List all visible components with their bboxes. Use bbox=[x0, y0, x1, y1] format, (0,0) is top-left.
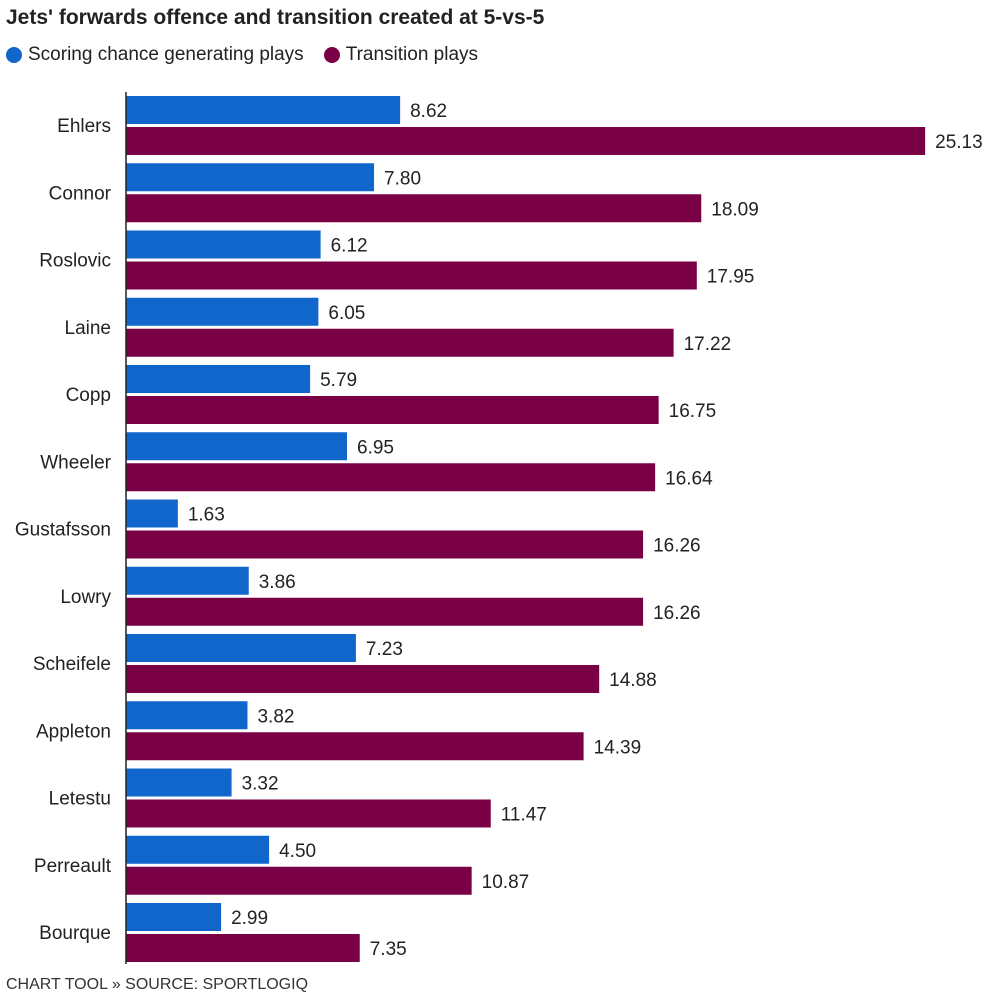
category-label: Scheifele bbox=[33, 654, 111, 675]
legend-item-scoring: Scoring chance generating plays bbox=[6, 44, 304, 66]
bar-transition bbox=[126, 866, 472, 895]
category-label: Perreault bbox=[34, 856, 112, 877]
legend-swatch-transition bbox=[323, 47, 340, 63]
category-label: Appleton bbox=[36, 721, 111, 742]
value-label-scoring: 6.05 bbox=[328, 303, 365, 324]
bar-scoring bbox=[126, 96, 401, 124]
value-label-transition: 14.39 bbox=[594, 737, 642, 758]
bar-transition bbox=[126, 934, 360, 962]
value-label-scoring: 6.12 bbox=[331, 236, 368, 257]
value-label-scoring: 1.63 bbox=[188, 505, 225, 526]
category-label: Copp bbox=[66, 385, 111, 406]
bar-scoring bbox=[126, 365, 311, 393]
value-label-transition: 10.87 bbox=[482, 872, 530, 893]
value-label-transition: 14.88 bbox=[609, 670, 657, 691]
category-label: Bourque bbox=[39, 923, 111, 944]
category-label: Gustafsson bbox=[15, 520, 111, 541]
value-label-scoring: 3.86 bbox=[259, 572, 296, 593]
bar-transition bbox=[126, 261, 697, 290]
bar-transition bbox=[126, 194, 702, 223]
bar-scoring bbox=[126, 835, 270, 864]
value-label-transition: 18.09 bbox=[711, 199, 759, 220]
bar-scoring bbox=[126, 768, 232, 797]
value-label-scoring: 7.23 bbox=[366, 639, 403, 660]
bar-transition bbox=[126, 799, 491, 828]
value-label-scoring: 7.80 bbox=[384, 168, 421, 189]
bar-scoring bbox=[126, 566, 249, 595]
value-label-scoring: 3.32 bbox=[242, 774, 279, 795]
category-label: Wheeler bbox=[40, 452, 111, 473]
value-label-scoring: 2.99 bbox=[231, 908, 268, 929]
bar-transition bbox=[126, 463, 656, 492]
bar-transition bbox=[126, 530, 644, 559]
value-label-transition: 7.35 bbox=[370, 939, 407, 960]
value-label-scoring: 5.79 bbox=[320, 370, 357, 391]
bar-transition bbox=[126, 328, 674, 357]
value-label-transition: 17.22 bbox=[684, 334, 732, 355]
chart-title: Jets' forwards offence and transition cr… bbox=[6, 6, 545, 29]
category-label: Lowry bbox=[60, 587, 111, 608]
category-label: Ehlers bbox=[57, 116, 111, 137]
chart-source: CHART TOOL » SOURCE: SPORTLOGIQ bbox=[6, 976, 309, 993]
value-label-scoring: 8.62 bbox=[410, 101, 447, 122]
bar-scoring bbox=[126, 432, 348, 461]
legend-swatch-scoring bbox=[6, 47, 22, 63]
bar-transition bbox=[126, 127, 926, 155]
chart-legend: Scoring chance generating plays Transiti… bbox=[6, 44, 498, 66]
category-label: Connor bbox=[49, 183, 112, 204]
value-label-transition: 16.64 bbox=[665, 468, 713, 489]
bar-scoring bbox=[126, 634, 356, 662]
bar-scoring bbox=[126, 499, 178, 528]
bar-transition bbox=[126, 396, 659, 424]
value-label-scoring: 6.95 bbox=[357, 437, 394, 458]
value-label-scoring: 3.82 bbox=[257, 706, 294, 727]
legend-item-transition: Transition plays bbox=[323, 44, 479, 66]
value-label-transition: 16.26 bbox=[653, 536, 701, 557]
bar-scoring bbox=[126, 163, 375, 192]
value-label-transition: 25.13 bbox=[935, 132, 983, 153]
bar-chart: Ehlers 8.62 25.13 Connor 7.80 18.09 Roslovic 6.… bbox=[15, 92, 983, 964]
value-label-transition: 11.47 bbox=[501, 805, 547, 826]
value-label-transition: 16.26 bbox=[653, 603, 701, 624]
legend-label-scoring: Scoring chance generating plays bbox=[28, 44, 304, 65]
bar-scoring bbox=[126, 297, 319, 326]
category-label: Letestu bbox=[49, 789, 111, 810]
category-label: Roslovic bbox=[39, 251, 111, 272]
bar-transition bbox=[126, 597, 644, 626]
bar-transition bbox=[126, 732, 584, 761]
legend-label-transition: Transition plays bbox=[345, 44, 479, 65]
value-label-scoring: 4.50 bbox=[279, 841, 316, 862]
value-label-transition: 17.95 bbox=[707, 267, 755, 288]
bar-scoring bbox=[126, 701, 248, 730]
category-label: Laine bbox=[65, 318, 112, 339]
bar-scoring bbox=[126, 903, 222, 931]
bar-transition bbox=[126, 665, 600, 693]
value-label-transition: 16.75 bbox=[669, 401, 717, 422]
bar-scoring bbox=[126, 230, 321, 259]
